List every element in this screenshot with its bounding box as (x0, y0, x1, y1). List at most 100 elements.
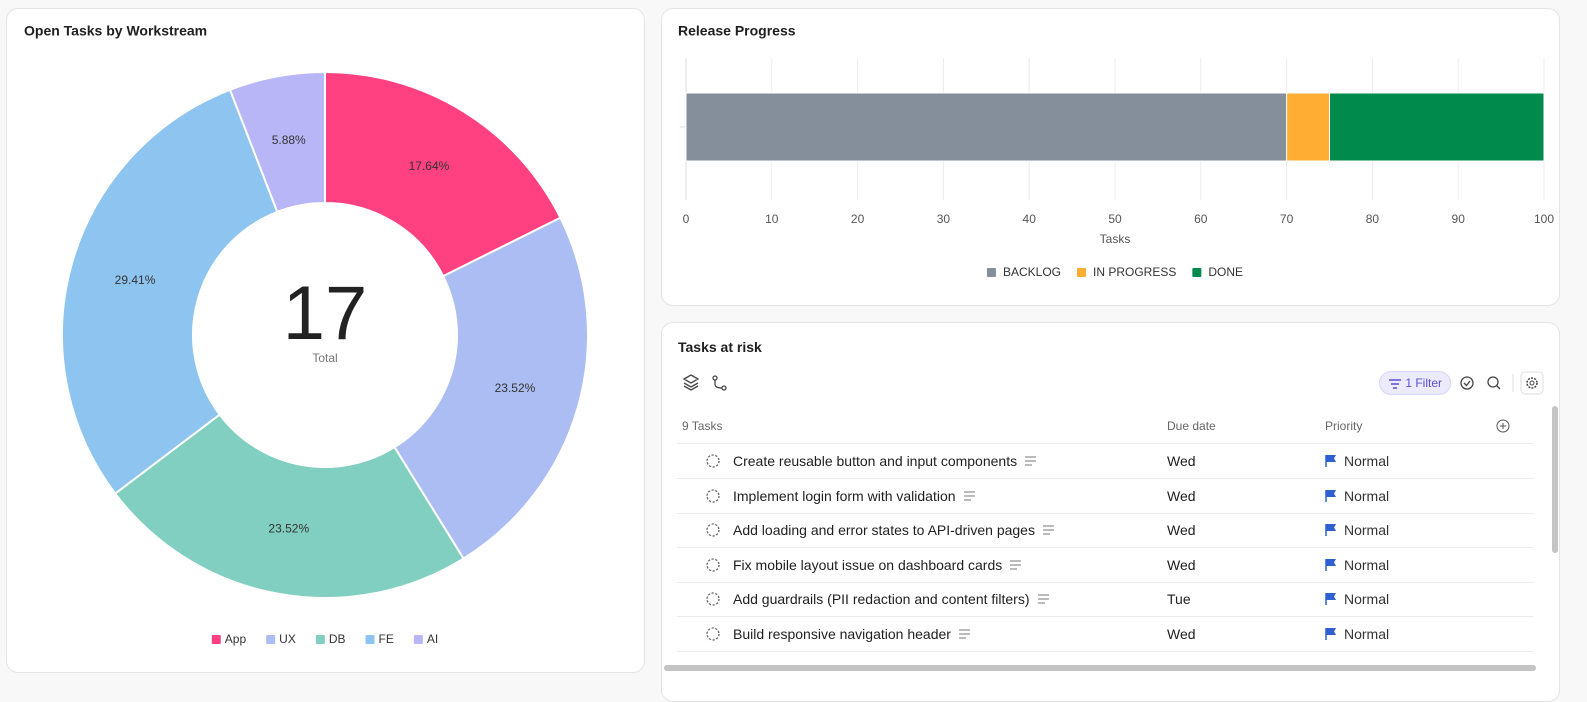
priority-flag (1325, 489, 1336, 502)
description-icon (1010, 560, 1022, 570)
legend-swatch (1192, 268, 1202, 277)
legend-label[interactable]: IN PROGRESS (1093, 265, 1176, 279)
bar-segment (1286, 92, 1330, 162)
legend-swatch (266, 635, 276, 644)
priority: Normal (1344, 487, 1390, 504)
x-tick-label: 30 (937, 212, 951, 226)
slice-label: 23.52% (268, 521, 309, 535)
legend-swatch (413, 635, 423, 644)
pie-slice (113, 413, 465, 599)
priority-flag (1325, 455, 1336, 467)
x-tick-label: 70 (1280, 212, 1294, 226)
bar-segment (685, 92, 1288, 162)
priority-flag (1325, 524, 1336, 537)
x-axis-label: Tasks (1100, 232, 1131, 246)
description-icon (1025, 456, 1037, 466)
slice-label: 23.52% (495, 381, 536, 395)
toolbar-actions[interactable] (1457, 371, 1547, 395)
status-icon[interactable] (705, 557, 721, 573)
due-date: Wed (1167, 487, 1196, 504)
panel-title: Tasks at risk (678, 339, 762, 355)
legend-label[interactable]: UX (279, 632, 296, 646)
legend-label[interactable]: DONE (1208, 265, 1243, 279)
task-title: Implement login form with validation (733, 487, 956, 504)
x-tick-label: 100 (1534, 212, 1554, 226)
legend-swatch (315, 635, 325, 644)
status-icon[interactable] (705, 591, 721, 607)
task-row[interactable]: Fix mobile layout issue on dashboard car… (677, 548, 1534, 583)
chart-title: Release Progress (678, 23, 796, 39)
task-title: Add guardrails (PII redaction and conten… (733, 591, 1030, 608)
description-icon (1037, 594, 1049, 604)
pie-slice (228, 70, 326, 214)
bar-segment (1329, 92, 1545, 162)
priority-flag (1325, 558, 1336, 571)
legend-label[interactable]: DB (329, 632, 346, 646)
x-tick-label: 90 (1452, 212, 1466, 226)
due-date: Wed (1167, 453, 1196, 469)
priority: Normal (1344, 591, 1390, 608)
task-row[interactable]: Build responsive navigation header Wed Nor… (677, 617, 1534, 652)
pie-slice (393, 216, 589, 560)
slice-label: 5.88% (272, 133, 306, 147)
description-icon (1042, 525, 1054, 535)
x-tick-label: 50 (1108, 212, 1122, 226)
total-label: Total (312, 351, 337, 365)
task-title: Build responsive navigation header (733, 626, 951, 642)
priority: Normal (1344, 453, 1390, 469)
x-tick-label: 40 (1023, 212, 1037, 226)
column-header: Due date (1167, 419, 1216, 433)
task-row[interactable]: Add guardrails (PII redaction and conten… (677, 582, 1534, 618)
due-date: Wed (1167, 556, 1196, 573)
due-date: Wed (1167, 522, 1196, 539)
legend-swatch (1077, 268, 1086, 277)
slice-label: 17.64% (409, 159, 450, 173)
filter-label: 1 Filter (1405, 376, 1442, 390)
total-value: 17 (283, 271, 368, 356)
description-icon (958, 629, 970, 639)
add-column[interactable] (1496, 419, 1510, 433)
filter-button[interactable]: 1 Filter (1379, 371, 1451, 395)
x-tick-label: 20 (851, 212, 865, 226)
status-icon[interactable] (705, 488, 721, 504)
priority: Normal (1344, 626, 1390, 642)
x-tick-label: 10 (765, 212, 779, 226)
legend-label[interactable]: AI (427, 632, 438, 646)
status-icon[interactable] (705, 453, 721, 469)
priority-flag (1325, 593, 1336, 606)
due-date: Wed (1167, 626, 1196, 642)
due-date: Tue (1167, 591, 1191, 608)
task-title: Add loading and error states to API-driv… (733, 522, 1035, 539)
legend-label[interactable]: App (225, 632, 247, 646)
slice-label: 29.41% (115, 273, 156, 287)
x-tick-label: 0 (683, 212, 690, 226)
toolbar-icons[interactable] (682, 373, 742, 393)
scrollbar[interactable] (664, 665, 1536, 671)
task-row[interactable]: Implement login form with validation Wed N… (677, 479, 1534, 514)
task-title: Create reusable button and input compone… (733, 453, 1018, 469)
legend-label[interactable]: FE (379, 632, 394, 646)
task-row[interactable]: Create reusable button and input compone… (677, 444, 1534, 479)
status-icon[interactable] (705, 522, 721, 538)
x-tick-label: 60 (1194, 212, 1208, 226)
column-header: 9 Tasks (682, 419, 723, 433)
chart-title: Open Tasks by Workstream (24, 23, 207, 39)
pie-slice (61, 88, 279, 495)
legend-swatch (986, 268, 996, 277)
pie-slice (324, 70, 562, 278)
column-header: Priority (1325, 419, 1363, 433)
task-row[interactable]: Add loading and error states to API-driv… (677, 513, 1534, 549)
legend-label[interactable]: BACKLOG (1003, 265, 1061, 279)
table-header: 9 Tasks Due date Priority (677, 409, 1534, 444)
legend-swatch (365, 635, 375, 644)
status-icon[interactable] (705, 626, 721, 642)
priority: Normal (1344, 556, 1390, 573)
priority: Normal (1344, 522, 1390, 539)
scrollbar[interactable] (1552, 406, 1558, 553)
priority-flag (1325, 628, 1336, 640)
description-icon (963, 491, 975, 501)
legend-swatch (211, 635, 221, 644)
